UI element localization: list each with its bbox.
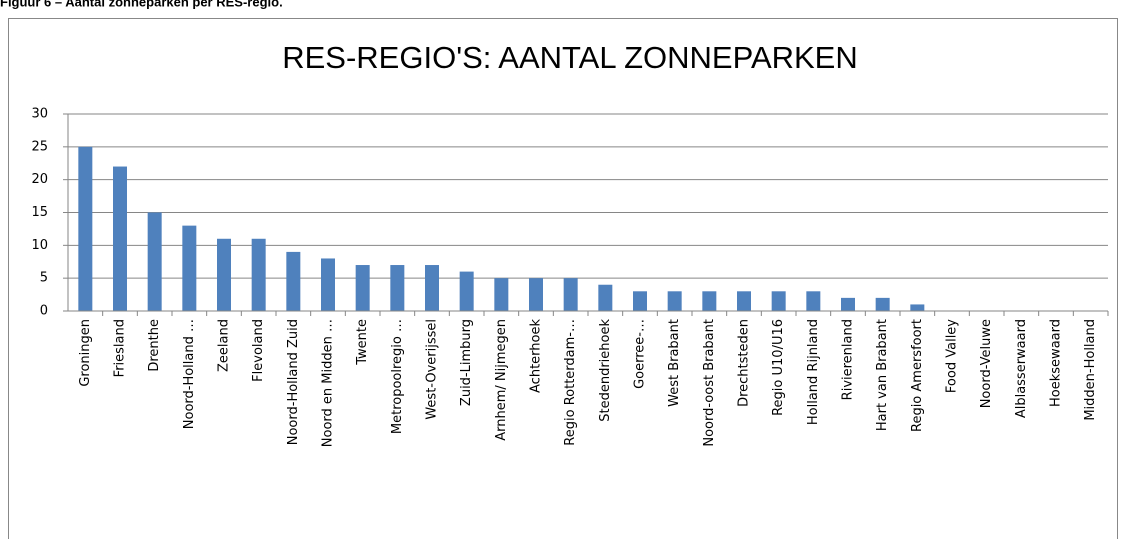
x-tick-label: Noord-Holland … [182, 319, 197, 429]
y-tick-label: 25 [31, 139, 48, 154]
bar [321, 258, 335, 311]
bar [633, 291, 647, 311]
bar [78, 146, 93, 311]
x-tick-label: Regio Amersfoort [910, 319, 925, 432]
x-tick-label: Hoeksewaard [1049, 319, 1064, 407]
x-tick-label: Noord-Veluwe [979, 319, 994, 408]
x-tick-label: Noord-Holland Zuid [286, 319, 301, 445]
caption: Figuur 6 – Aantal zonneparken per RES-re… [0, 0, 283, 9]
bar [113, 166, 127, 311]
bar [286, 251, 301, 311]
x-tick-label: Friesland [113, 319, 128, 377]
bar [217, 238, 231, 311]
y-tick-label: 5 [40, 271, 48, 286]
bar [459, 271, 474, 311]
x-tick-label: Drenthe [147, 319, 162, 372]
x-tick-label: Stedendriehoek [598, 319, 613, 422]
x-tick-label: Rivierenland [841, 319, 856, 400]
x-tick-label: Drechtsteden [737, 319, 752, 407]
bar [494, 278, 509, 311]
x-tick-label: Metropoolregio … [390, 319, 405, 434]
bar [737, 291, 751, 311]
bar [425, 265, 439, 311]
x-tick-label: Noord en Midden … [321, 319, 336, 447]
x-tick-label: Holland Rijnland [806, 319, 821, 425]
bar [529, 278, 543, 311]
bar [147, 212, 162, 311]
bar [875, 297, 890, 311]
chart-frame [8, 18, 1118, 539]
bar [182, 225, 197, 311]
x-tick-label: Hart van Brabant [875, 319, 890, 431]
y-tick-label: 30 [31, 107, 48, 122]
x-tick-label: Regio Rotterdam-… [563, 319, 578, 446]
x-tick-label: Zuid-Limburg [459, 319, 474, 406]
x-tick-label: West Brabant [667, 319, 682, 407]
x-tick-label: Zeeland [217, 319, 232, 372]
x-tick-label: Flevoland [251, 319, 266, 382]
bar [251, 238, 266, 311]
chart-title: RES-REGIO'S: AANTAL ZONNEPARKEN [282, 40, 858, 75]
x-tick-label: Arnhem/ Nijmegen [494, 319, 509, 441]
bar [667, 291, 682, 311]
y-tick-label: 15 [31, 205, 48, 220]
x-tick-label: Alblasserwaard [1014, 319, 1029, 418]
y-tick-label: 20 [31, 172, 48, 187]
x-tick-label: Food Valley [945, 319, 960, 393]
x-tick-label: Achterhoek [529, 319, 544, 393]
bar [841, 297, 855, 311]
x-tick-label: West-Overijssel [425, 319, 440, 420]
x-tick-label: Noord-oost Brabant [702, 319, 717, 447]
bar [390, 265, 405, 311]
x-tick-label: Twente [355, 319, 370, 366]
y-tick-label: 10 [31, 238, 48, 253]
bar [806, 291, 821, 311]
bar [563, 278, 578, 311]
bar [702, 291, 717, 311]
x-tick-label: Midden-Holland [1083, 319, 1098, 421]
bar [355, 265, 370, 311]
bar [598, 284, 613, 311]
y-tick-label: 0 [40, 304, 48, 319]
bar [771, 291, 786, 311]
x-tick-label: Regio U10/U16 [771, 319, 786, 416]
x-tick-label: Goerree-… [633, 319, 648, 389]
bar [910, 304, 925, 311]
x-tick-label: Groningen [78, 319, 93, 387]
